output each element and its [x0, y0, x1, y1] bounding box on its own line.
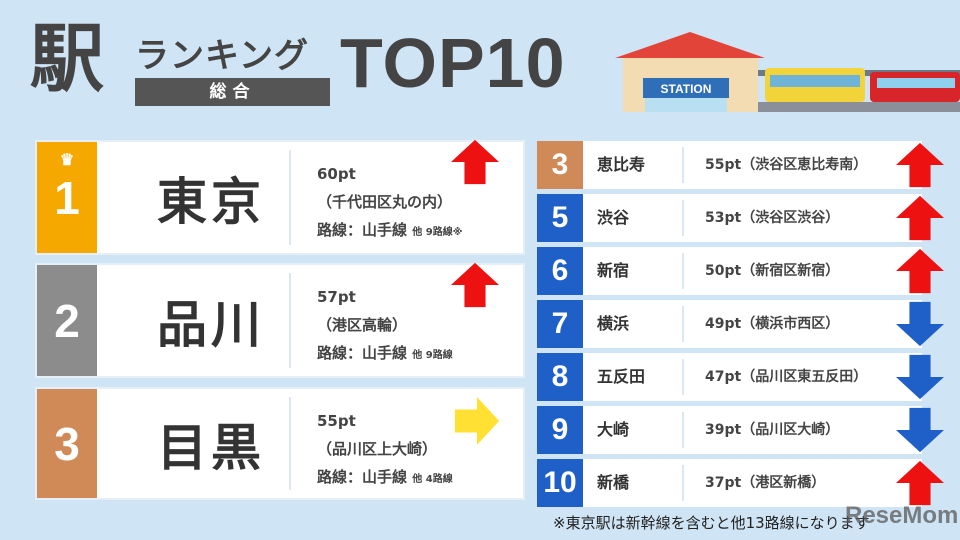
category-label: 総合 — [135, 78, 330, 106]
trend-down-icon — [892, 300, 948, 352]
station-detail: 49pt（横浜市西区） — [705, 316, 840, 332]
rank-badge: 8 — [537, 353, 583, 401]
points: 57pt — [317, 288, 356, 306]
divider — [682, 412, 684, 448]
station-name: 恵比寿 — [597, 155, 646, 174]
station-detail: 47pt（品川区東五反田） — [705, 369, 868, 385]
trend-down-icon — [892, 406, 948, 458]
trend-same-icon — [453, 391, 501, 455]
station-name: 横浜 — [597, 314, 630, 333]
footnote: ※東京駅は新幹線を含むと他13路線になります — [553, 514, 870, 532]
divider — [289, 273, 291, 368]
watermark-logo: ReseMom — [845, 502, 959, 529]
list-item: 10 新橋 37pt（港区新橋） — [537, 459, 944, 507]
trend-down-icon — [892, 353, 948, 405]
list-item: 6 新宿 50pt（新宿区新宿） — [537, 247, 944, 295]
title-kanji: 駅 — [30, 16, 104, 102]
title-top10: TOP10 — [340, 24, 566, 102]
rank-badge: 6 — [537, 247, 583, 295]
area: （品川区上大崎） — [317, 440, 438, 458]
trend-up-icon — [892, 141, 948, 193]
station-sign: STATION — [661, 82, 712, 96]
trend-up-icon — [892, 459, 948, 511]
list-item: 8 五反田 47pt（品川区東五反田） — [537, 353, 944, 401]
trend-up-icon — [892, 194, 948, 246]
list-item: 3 恵比寿 55pt（渋谷区恵比寿南） — [537, 141, 944, 189]
other-lines: 他 9路線※ — [412, 227, 463, 238]
points: 60pt — [317, 165, 356, 183]
station-detail: 50pt（新宿区新宿） — [705, 263, 840, 279]
ranking-card: 3 目黒 55pt （品川区上大崎） 路線：山手線 他 4路線 — [35, 387, 525, 500]
divider — [682, 306, 684, 342]
rank-badge: 3 — [537, 141, 583, 189]
station-illustration: STATION — [615, 32, 960, 112]
station-info: 57pt （港区高輪） 路線：山手線 他 9路線 — [317, 283, 453, 370]
station-name: 東京 — [157, 172, 265, 231]
list-item: 7 横浜 49pt（横浜市西区） — [537, 300, 944, 348]
divider — [289, 397, 291, 490]
station-info: 60pt （千代田区丸の内） 路線：山手線 他 9路線※ — [317, 160, 462, 247]
area: （港区高輪） — [317, 316, 408, 334]
trend-up-icon — [449, 138, 501, 190]
list-item: 5 渋谷 53pt（渋谷区渋谷） — [537, 194, 944, 242]
rank-badge: 5 — [537, 194, 583, 242]
lines: 路線：山手線 — [317, 344, 408, 362]
ranking-card: 2 品川 57pt （港区高輪） 路線：山手線 他 9路線 — [35, 261, 525, 378]
station-detail: 39pt（品川区大崎） — [705, 422, 840, 438]
rank-badge: 9 — [537, 406, 583, 454]
ranking-card: ♛ 1 東京 60pt （千代田区丸の内） 路線：山手線 他 9路線※ — [35, 138, 525, 255]
lines: 路線：山手線 — [317, 221, 408, 239]
divider — [682, 147, 684, 183]
station-name: 目黒 — [157, 418, 265, 477]
station-name: 新橋 — [597, 473, 630, 492]
station-detail: 55pt（渋谷区恵比寿南） — [705, 157, 868, 173]
rank-badge: 10 — [537, 459, 583, 507]
crown-icon: ♛ — [59, 152, 75, 169]
points: 55pt — [317, 412, 356, 430]
other-lines: 他 9路線 — [412, 350, 453, 361]
trend-up-icon — [892, 247, 948, 299]
other-lines: 他 4路線 — [412, 474, 453, 485]
divider — [682, 465, 684, 501]
rank-badge: 3 — [37, 389, 97, 498]
title-ranking: ランキング — [135, 36, 309, 76]
station-name: 大崎 — [597, 420, 630, 439]
station-info: 55pt （品川区上大崎） 路線：山手線 他 4路線 — [317, 407, 453, 494]
divider — [682, 359, 684, 395]
rank-badge: ♛ 1 — [37, 142, 97, 253]
divider — [289, 150, 291, 245]
divider — [682, 253, 684, 289]
station-detail: 53pt（渋谷区渋谷） — [705, 210, 840, 226]
lines: 路線：山手線 — [317, 468, 408, 486]
station-detail: 37pt（港区新橋） — [705, 475, 826, 491]
rank-badge: 2 — [37, 265, 97, 376]
area: （千代田区丸の内） — [317, 193, 453, 211]
station-name: 渋谷 — [597, 208, 630, 227]
list-item: 9 大崎 39pt（品川区大崎） — [537, 406, 944, 454]
station-name: 新宿 — [597, 261, 630, 280]
rank-badge: 7 — [537, 300, 583, 348]
station-name: 五反田 — [597, 367, 646, 386]
station-name: 品川 — [157, 295, 265, 354]
divider — [682, 200, 684, 236]
trend-up-icon — [449, 261, 501, 313]
